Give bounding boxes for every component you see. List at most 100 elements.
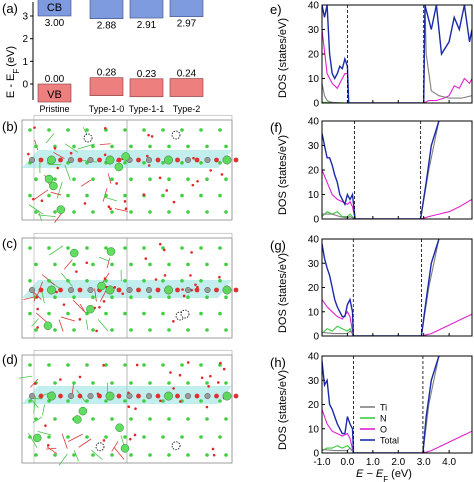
vb-text: VB: [47, 89, 62, 101]
red-atom: [222, 367, 226, 371]
oxygen-atom: [110, 453, 114, 457]
dos-line-o: [322, 29, 472, 103]
oxygen-atom: [224, 328, 228, 332]
nitrogen-atom: [175, 157, 180, 163]
oxygen-atom: [142, 363, 146, 367]
red-atom: [36, 326, 39, 329]
oxygen-atom: [104, 311, 108, 316]
oxygen-atom: [123, 363, 127, 367]
dos-ytick-label: 10: [308, 424, 320, 435]
oxygen-atom: [129, 295, 133, 300]
red-atom: [69, 151, 73, 155]
titanium-atom: [67, 156, 74, 163]
oxygen-atom: [85, 435, 89, 439]
cb-value-label: 2.97: [177, 19, 197, 30]
oxygen-atom: [161, 193, 165, 198]
oxygen-atom: [34, 417, 38, 421]
large-atom: [115, 423, 124, 432]
red-atom: [196, 179, 199, 183]
oxygen-atom: [142, 279, 146, 283]
bond: [94, 288, 97, 302]
oxygen-atom: [167, 381, 171, 385]
oxygen-atom: [72, 295, 76, 300]
oxygen-atom: [224, 262, 228, 267]
oxygen-atom: [180, 161, 184, 165]
oxygen-atom: [85, 193, 89, 198]
oxygen-atom: [199, 246, 203, 250]
oxygen-atom: [148, 210, 152, 214]
dos-ylabel-f: DOS (states/eV): [277, 135, 289, 215]
red-atom: [172, 387, 175, 390]
red-atom: [103, 126, 107, 130]
oxygen-atom: [66, 311, 70, 316]
red-atom: [150, 135, 154, 138]
bond: [58, 453, 68, 466]
oxygen-atom: [186, 381, 190, 385]
dos-xtick-label: 3.0: [417, 457, 431, 468]
dos-xtick-label: 2.0: [391, 457, 405, 468]
bond: [77, 143, 95, 150]
dos-xtick-label: 0.0: [340, 457, 354, 468]
panel-label-e: e): [270, 2, 282, 17]
bond: [53, 151, 65, 159]
oxygen-atom: [47, 128, 51, 132]
oxygen-atom: [34, 328, 38, 332]
nitrogen-atom: [194, 393, 200, 399]
oxygen-atom: [123, 435, 127, 439]
oxygen-atom: [167, 453, 171, 457]
dos-ytick-label: 40: [308, 1, 320, 12]
large-atom: [32, 433, 42, 443]
nitrogen-atom: [116, 157, 122, 163]
red-atom: [154, 278, 158, 281]
oxygen-atom: [66, 399, 70, 403]
structure-b: (b): [2, 114, 239, 223]
dos-line-n: [322, 325, 472, 336]
unit-cell-back: [33, 349, 233, 464]
red-atom: [190, 251, 193, 254]
nitrogen-atom: [233, 393, 239, 399]
oxygen-atom: [91, 295, 95, 300]
oxygen-atom: [199, 399, 203, 403]
oxygen-atom: [186, 295, 190, 300]
panel-label-b: (b): [2, 119, 18, 134]
oxygen-atom: [66, 363, 70, 367]
dos-ytick-label: 30: [308, 25, 320, 36]
red-atom: [95, 329, 98, 333]
bond: [91, 449, 103, 460]
oxygen-atom: [199, 363, 203, 367]
nitrogen-atom: [97, 157, 102, 163]
dos-line-total: [322, 239, 440, 336]
oxygen-atom: [72, 144, 76, 149]
oxygen-atom: [72, 328, 76, 332]
bond: [31, 318, 39, 327]
oxygen-atom: [110, 381, 114, 385]
titanium-atom-large: [47, 391, 56, 401]
oxygen-atom: [123, 193, 127, 198]
oxygen-atom: [167, 328, 171, 332]
bond: [48, 163, 62, 166]
titanium-atom: [184, 393, 191, 400]
oxygen-atom: [148, 295, 152, 300]
oxygen-atom: [53, 177, 57, 181]
titanium-atom: [29, 287, 36, 294]
titanium-atom: [145, 287, 152, 294]
titanium-atom: [126, 393, 133, 400]
dos-ytick-label: 10: [308, 307, 320, 318]
oxygen-atom: [180, 246, 184, 250]
red-atom: [44, 424, 47, 427]
oxygen-atom: [85, 399, 89, 403]
titanium-atom: [145, 156, 152, 163]
vb-value-label: 0.23: [137, 69, 157, 80]
panel-label-h: (h): [270, 355, 286, 370]
oxygen-atom: [34, 144, 38, 149]
red-atom: [191, 183, 195, 187]
oxygen-atom: [28, 279, 32, 283]
nitrogen-atom: [155, 393, 161, 399]
dos-ylabel-h: DOS (states/eV): [277, 370, 289, 450]
oxygen-atom: [180, 435, 184, 439]
red-atom: [115, 182, 118, 185]
red-atom: [147, 133, 150, 137]
nitrogen-atom: [38, 287, 44, 293]
dos-panel-g: 0 10 20 30 40: [308, 235, 473, 343]
